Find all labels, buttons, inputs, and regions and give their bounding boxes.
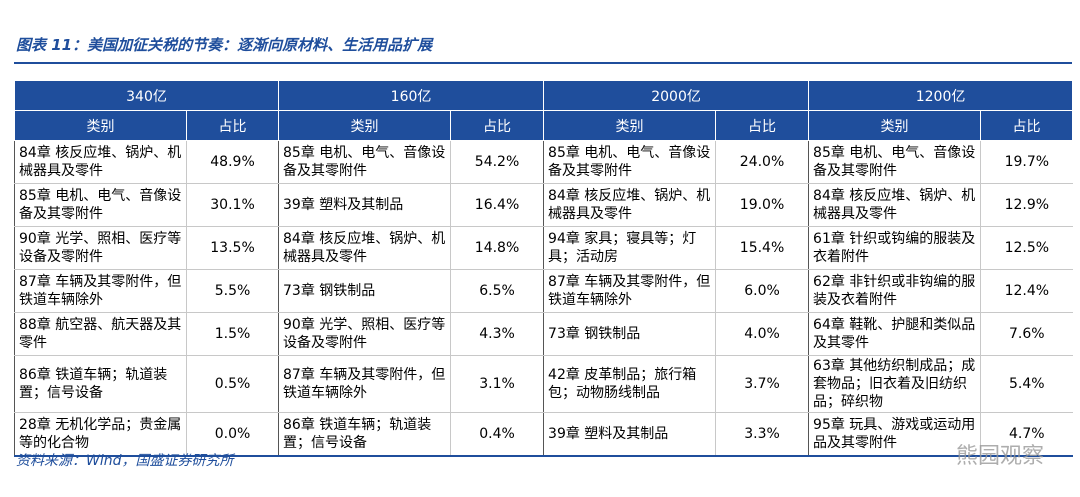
category-cell: 84章 核反应堆、锅炉、机械器具及零件: [808, 183, 981, 227]
column-header: 占比: [715, 110, 810, 141]
subheader-row: 类别 占比 类别 占比 类别 占比 类别 占比: [14, 110, 1074, 141]
category-cell: 73章 钢铁制品: [543, 312, 716, 356]
share-cell: 24.0%: [715, 140, 809, 184]
category-cell: 84章 核反应堆、锅炉、机械器具及零件: [14, 140, 187, 184]
category-cell: 90章 光学、照相、医疗等设备及零附件: [278, 312, 451, 356]
share-cell: 6.5%: [450, 269, 544, 313]
category-cell: 84章 核反应堆、锅炉、机械器具及零件: [278, 226, 451, 270]
category-cell: 64章 鞋靴、护腿和类似品及其零件: [808, 312, 981, 356]
share-cell: 0.0%: [185, 412, 279, 457]
share-cell: 54.2%: [450, 140, 544, 184]
rule: [14, 62, 1072, 64]
category-cell: 85章 电机、电气、音像设备及其零附件: [14, 183, 187, 227]
share-cell: 1.5%: [185, 312, 279, 356]
share-cell: 4.3%: [450, 312, 544, 356]
category-cell: 94章 家具；寝具等；灯具；活动房: [543, 226, 716, 270]
source: 资料来源：Wind，国盛证券研究所: [16, 453, 234, 469]
share-cell: 12.4%: [980, 269, 1073, 313]
group-row: 340亿 160亿 2000亿 1200亿: [13, 80, 1074, 111]
column-header: 类别: [808, 110, 982, 141]
group-header: 340亿: [13, 80, 280, 111]
row: 87章 车辆及其零附件，但铁道车辆除外 5.5% 73章 钢铁制品 6.5% 87章 车…: [14, 269, 1073, 313]
category-cell: 42章 皮革制品；旅行箱包；动物肠线制品: [543, 355, 716, 413]
category-cell: 85章 电机、电气、音像设备及其零附件: [808, 140, 981, 184]
category-cell: 39章 塑料及其制品: [278, 183, 451, 227]
share-cell: 7.6%: [980, 312, 1073, 356]
category-cell: 86章 铁道车辆；轨道装置；信号设备: [14, 355, 187, 413]
group-header: 160亿: [278, 80, 545, 111]
share-cell: 48.9%: [185, 140, 279, 184]
category-cell: 73章 钢铁制品: [278, 269, 451, 313]
column-header: 类别: [543, 110, 717, 141]
category-cell: 62章 非针织或非钩编的服装及衣着附件: [808, 269, 981, 313]
column-header: 占比: [450, 110, 545, 141]
category-cell: 28章 无机化学品；贵金属等的化合物: [14, 412, 187, 457]
category-cell: 39章 塑料及其制品: [543, 412, 716, 457]
category-cell: 85章 电机、电气、音像设备及其零附件: [543, 140, 716, 184]
title: 图表 11：美国加征关税的节奏：逐渐向原材料、生活用品扩展: [16, 36, 433, 54]
share-cell: 3.7%: [715, 355, 809, 413]
category-cell: 63章 其他纺织制成品；成套物品；旧衣着及旧纺织品；碎织物: [808, 355, 981, 413]
category-cell: 90章 光学、照相、医疗等设备及零附件: [14, 226, 187, 270]
row: 85章 电机、电气、音像设备及其零附件 30.1% 39章 塑料及其制品 16.4% 8…: [14, 183, 1073, 227]
row: 90章 光学、照相、医疗等设备及零附件 13.5% 84章 核反应堆、锅炉、机械器具…: [14, 226, 1073, 270]
group-header: 1200亿: [808, 80, 1074, 111]
row: 84章 核反应堆、锅炉、机械器具及零件 48.9% 85章 电机、电气、音像设备及其…: [14, 140, 1073, 184]
share-cell: 6.0%: [715, 269, 809, 313]
row: 86章 铁道车辆；轨道装置；信号设备 0.5% 87章 车辆及其零附件，但铁道车辆除…: [14, 355, 1073, 413]
category-cell: 87章 车辆及其零附件，但铁道车辆除外: [543, 269, 716, 313]
share-cell: 19.7%: [980, 140, 1073, 184]
group-header: 2000亿: [543, 80, 810, 111]
share-cell: 5.5%: [185, 269, 279, 313]
row: 28章 无机化学品；贵金属等的化合物 0.0% 86章 铁道车辆；轨道装置；信号设备…: [14, 412, 1073, 457]
share-cell: 30.1%: [185, 183, 279, 227]
category-cell: 87章 车辆及其零附件，但铁道车辆除外: [14, 269, 187, 313]
column-header: 占比: [185, 110, 280, 141]
category-cell: 85章 电机、电气、音像设备及其零附件: [278, 140, 451, 184]
share-cell: 12.9%: [980, 183, 1073, 227]
category-cell: 88章 航空器、航天器及其零件: [14, 312, 187, 356]
category-cell: 95章 玩具、游戏或运动用品及其零附件: [808, 412, 981, 457]
share-cell: 0.5%: [185, 355, 279, 413]
share-cell: 15.4%: [715, 226, 809, 270]
table: 340亿 160亿 2000亿 1200亿 类别 占比 类别 占比 类别 占比 类别 占比 84章 核反…: [13, 80, 1074, 457]
share-cell: 3.1%: [450, 355, 544, 413]
category-cell: 61章 针织或钩编的服装及衣着附件: [808, 226, 981, 270]
column-header: 类别: [278, 110, 452, 141]
share-cell: 0.4%: [450, 412, 544, 457]
category-cell: 87章 车辆及其零附件，但铁道车辆除外: [278, 355, 451, 413]
column-header: 类别: [14, 110, 187, 141]
category-cell: 86章 铁道车辆；轨道装置；信号设备: [278, 412, 451, 457]
share-cell: 12.5%: [980, 226, 1073, 270]
row: 88章 航空器、航天器及其零件 1.5% 90章 光学、照相、医疗等设备及零附件 4.…: [14, 312, 1073, 356]
watermark: 熊园观察: [955, 444, 1044, 469]
share-cell: 16.4%: [450, 183, 544, 227]
share-cell: 14.8%: [450, 226, 544, 270]
share-cell: 19.0%: [715, 183, 809, 227]
share-cell: 5.4%: [980, 355, 1073, 413]
category-cell: 84章 核反应堆、锅炉、机械器具及零件: [543, 183, 716, 227]
share-cell: 3.3%: [715, 412, 809, 457]
share-cell: 4.0%: [715, 312, 809, 356]
share-cell: 13.5%: [185, 226, 279, 270]
share-cell: 4.7%: [980, 412, 1073, 457]
column-header: 占比: [980, 110, 1074, 141]
